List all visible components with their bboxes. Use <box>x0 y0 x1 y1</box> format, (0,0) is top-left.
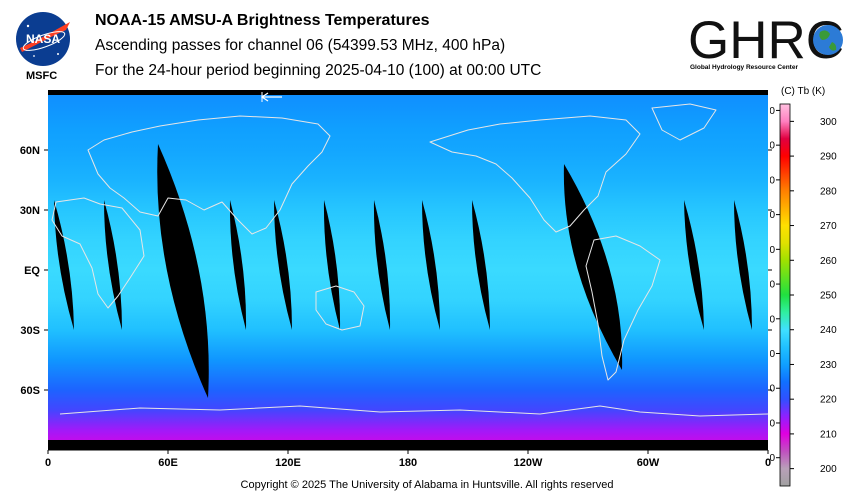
swath-gap <box>157 144 209 398</box>
missing-data-band <box>48 90 768 95</box>
x-axis: 0 60E 120E 180 120W 60W 0 <box>45 449 771 469</box>
colorbar-c-label: -40 <box>770 349 775 360</box>
brightness-temperature-map: 0 60E 120E 180 120W 60W 0 60N 30N EQ 30S 60S <box>20 90 772 469</box>
colorbar-c-label: 20 <box>770 141 775 152</box>
colorbar-k-label: 280 <box>820 186 837 197</box>
greenland-coast <box>651 103 717 141</box>
nasa-logo-text: NASA <box>26 32 60 46</box>
x-tick-label: 180 <box>399 457 417 469</box>
colorbar-k-label: 270 <box>820 221 837 232</box>
colorbar-k-label: 290 <box>820 152 837 163</box>
colorbar-k-label: 230 <box>820 360 837 371</box>
x-tick-label: 60E <box>158 457 178 469</box>
globe-icon <box>813 25 843 55</box>
nasa-logo-vector <box>20 22 70 52</box>
nasa-logo-star <box>33 55 35 57</box>
swath-gap <box>104 200 122 330</box>
colorbar-c-label: -60 <box>770 418 775 429</box>
x-tick-label: 60W <box>637 457 660 469</box>
nasa-logo-orbit <box>22 31 66 51</box>
colorbar-ticks: 30 20 10 0 -10 -20 -30 -40 -50 -60 -70 300 290 280 270… <box>770 106 837 475</box>
colorbar-k-label: 220 <box>820 395 837 406</box>
ghrc-full-name: Global Hydrology Resource Center <box>690 64 798 71</box>
orbit-direction-arrow <box>260 92 282 102</box>
colorbar-c-label: 0 <box>770 210 775 221</box>
swath-gap <box>54 200 74 330</box>
colorbar-c-label: -30 <box>770 314 775 325</box>
antarctica-coast <box>59 405 769 417</box>
colorbar-k-label: 240 <box>820 325 837 336</box>
nasa-center-label: MSFC <box>26 70 58 82</box>
colorbar-scale <box>779 103 791 487</box>
y-tick-label: 30S <box>20 325 40 337</box>
colorbar-c-label: 10 <box>770 175 775 186</box>
colorbar-c-label: -20 <box>770 280 775 291</box>
colorbar-k-label: 260 <box>820 256 837 267</box>
globe-land <box>819 30 830 40</box>
north-america-coast <box>429 115 641 233</box>
colorbar-c-label: 30 <box>770 106 775 117</box>
south-america-coast <box>585 235 661 381</box>
swath-gap <box>229 200 247 330</box>
swath-gap <box>373 200 391 330</box>
colorbar-c-label: -70 <box>770 453 775 464</box>
colorbar-c-label: -50 <box>770 384 775 395</box>
colorbar: 30 20 10 0 -10 -20 -30 -40 -50 -60 -70 300 290 280 270… <box>770 103 837 487</box>
colorbar-k-label: 210 <box>820 429 837 440</box>
y-axis: 60N 30N EQ 30S 60S <box>20 145 772 397</box>
y-tick-label: 60N <box>20 145 40 157</box>
y-tick-label: 60S <box>20 385 40 397</box>
missing-data-band <box>48 440 768 450</box>
nasa-logo-star <box>57 53 59 55</box>
x-tick-label: 0 <box>765 457 771 469</box>
swath-gap <box>684 200 704 330</box>
nasa-logo-star <box>26 24 30 28</box>
colorbar-k-label: 200 <box>820 464 837 475</box>
colorbar-c-label: -10 <box>770 245 775 256</box>
x-tick-label: 120E <box>275 457 301 469</box>
africa-coast <box>51 197 145 309</box>
colorbar-k-label: 300 <box>820 117 837 128</box>
chart-title: NOAA-15 AMSU-A Brightness Temperatures <box>95 12 430 29</box>
australia-coast <box>315 285 365 331</box>
globe-land <box>829 42 837 51</box>
colorbar-units: (C) Tb (K) <box>781 86 826 97</box>
y-tick-label: 30N <box>20 205 40 217</box>
nasa-logo: NASA <box>16 12 70 66</box>
map-field <box>48 90 768 450</box>
swath-gap <box>422 200 440 330</box>
swath-gap <box>734 200 752 330</box>
coastlines <box>51 103 769 417</box>
eurasia-coast <box>87 115 331 235</box>
colorbar-k-label: 250 <box>820 291 837 302</box>
ghrc-logo: GHRC <box>688 11 844 66</box>
x-tick-label: 0 <box>45 457 51 469</box>
chart-period: For the 24-hour period beginning 2025-04… <box>95 62 542 79</box>
missing-data-bands <box>48 90 768 450</box>
copyright: Copyright © 2025 The University of Alaba… <box>240 479 614 491</box>
swath-gaps <box>54 144 752 398</box>
swath-gap <box>274 200 292 330</box>
y-tick-label: EQ <box>24 265 40 277</box>
chart-subtitle: Ascending passes for channel 06 (54399.5… <box>95 37 506 54</box>
swath-gap <box>472 200 490 330</box>
x-tick-label: 120W <box>514 457 543 469</box>
swath-gap <box>563 164 623 370</box>
swath-gap <box>323 200 341 330</box>
